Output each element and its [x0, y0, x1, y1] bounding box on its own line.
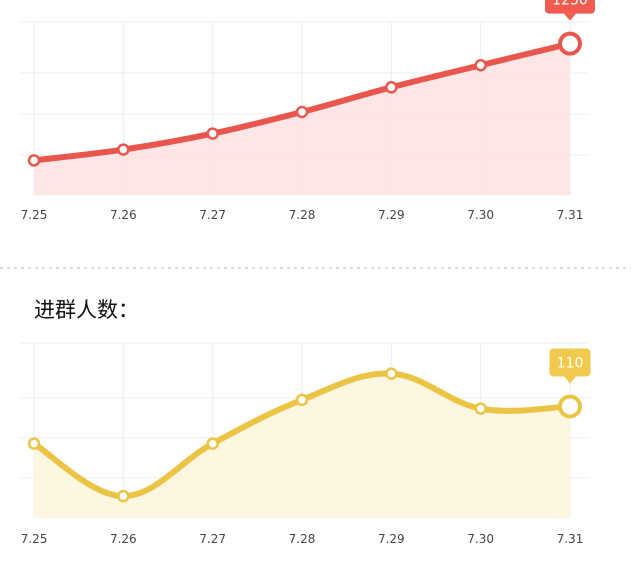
bottom-chart-callout-box — [549, 348, 591, 377]
top-chart-point — [474, 59, 487, 72]
bottom-chart-x-tick-label: 7.29 — [378, 532, 405, 546]
top-chart-point — [117, 143, 130, 156]
bottom-chart-point — [206, 437, 219, 450]
top-chart-callout-box — [545, 0, 595, 14]
bottom-chart-x-tick-label: 7.25 — [21, 532, 48, 546]
top-chart-x-tick-label: 7.29 — [378, 208, 405, 222]
top-chart-point — [385, 81, 398, 94]
bottom-chart-point — [27, 437, 41, 450]
bottom-chart-x-tick-label: 7.26 — [110, 532, 137, 546]
top-chart-callout-label: 1250 — [552, 0, 588, 9]
section-title: 进群人数： — [34, 298, 139, 322]
bottom-chart-callout-pointer — [564, 376, 576, 384]
bottom-chart-x-tick-label: 7.27 — [199, 532, 226, 546]
top-chart-x-tick-label: 7.25 — [21, 208, 48, 222]
top-chart-x-tick-label: 7.30 — [467, 208, 494, 222]
top-chart-point — [558, 31, 582, 56]
bottom-chart-point — [117, 489, 130, 503]
bottom-chart-area — [34, 373, 570, 518]
bottom-chart-point — [295, 393, 309, 407]
top-chart-points — [27, 31, 582, 167]
bottom-chart-callout: 110 — [549, 348, 591, 384]
bottom-chart-x-tick-label: 7.31 — [557, 532, 584, 546]
top-chart-point — [206, 127, 219, 140]
bottom-chart-x-ticks: 7.25 7.26 7.27 7.28 7.29 7.30 7.31 — [21, 532, 584, 546]
top-chart-callout-pointer — [564, 13, 576, 21]
top-chart-x-ticks: 7.25 7.26 7.27 7.28 7.29 7.30 7.31 — [21, 208, 584, 222]
top-chart-x-tick-label: 7.31 — [557, 208, 584, 222]
bottom-chart: 7.25 7.26 7.27 7.28 7.29 7.30 7.31 110 — [20, 342, 591, 546]
bottom-chart-x-tick-label: 7.30 — [467, 532, 494, 546]
top-chart-x-tick-label: 7.28 — [289, 208, 316, 222]
bottom-chart-callout-label: 110 — [557, 355, 584, 371]
bottom-chart-x-tick-label: 7.28 — [289, 532, 316, 546]
bottom-chart-point — [474, 402, 487, 415]
top-chart-callout: 1250 — [545, 0, 595, 21]
bottom-chart-point — [385, 367, 398, 380]
bottom-chart-point — [558, 394, 582, 419]
top-chart-x-tick-label: 7.27 — [199, 208, 226, 222]
top-chart: 7.25 7.26 7.27 7.28 7.29 7.30 7.31 1250 — [20, 0, 595, 222]
top-chart-point — [27, 154, 41, 167]
top-chart-point — [295, 105, 309, 119]
top-chart-area — [34, 43, 570, 195]
top-chart-x-tick-label: 7.26 — [110, 208, 137, 222]
bottom-chart-points — [27, 367, 582, 503]
